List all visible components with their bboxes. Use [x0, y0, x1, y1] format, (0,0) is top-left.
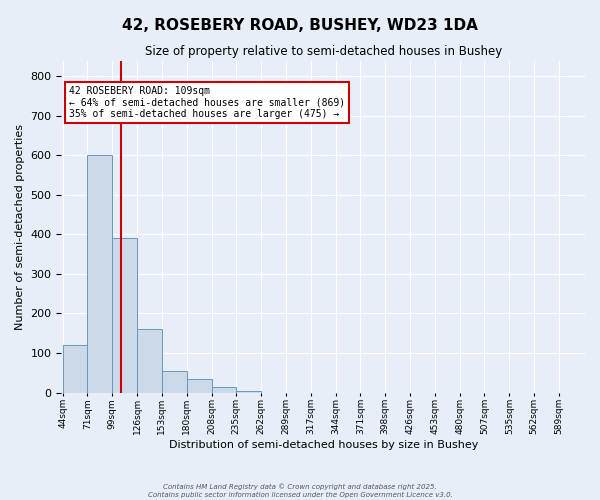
Bar — [62, 345, 88, 393]
Text: Contains HM Land Registry data © Crown copyright and database right 2025.
Contai: Contains HM Land Registry data © Crown c… — [148, 484, 452, 498]
Bar — [236, 390, 261, 392]
Text: 42, ROSEBERY ROAD, BUSHEY, WD23 1DA: 42, ROSEBERY ROAD, BUSHEY, WD23 1DA — [122, 18, 478, 32]
Y-axis label: Number of semi-detached properties: Number of semi-detached properties — [15, 124, 25, 330]
Bar — [212, 386, 236, 392]
Bar — [88, 156, 112, 392]
Bar — [187, 378, 212, 392]
Title: Size of property relative to semi-detached houses in Bushey: Size of property relative to semi-detach… — [145, 45, 502, 58]
Bar — [112, 238, 137, 392]
Bar — [162, 371, 187, 392]
Text: 42 ROSEBERY ROAD: 109sqm
← 64% of semi-detached houses are smaller (869)
35% of : 42 ROSEBERY ROAD: 109sqm ← 64% of semi-d… — [69, 86, 345, 120]
X-axis label: Distribution of semi-detached houses by size in Bushey: Distribution of semi-detached houses by … — [169, 440, 478, 450]
Bar — [137, 330, 162, 392]
